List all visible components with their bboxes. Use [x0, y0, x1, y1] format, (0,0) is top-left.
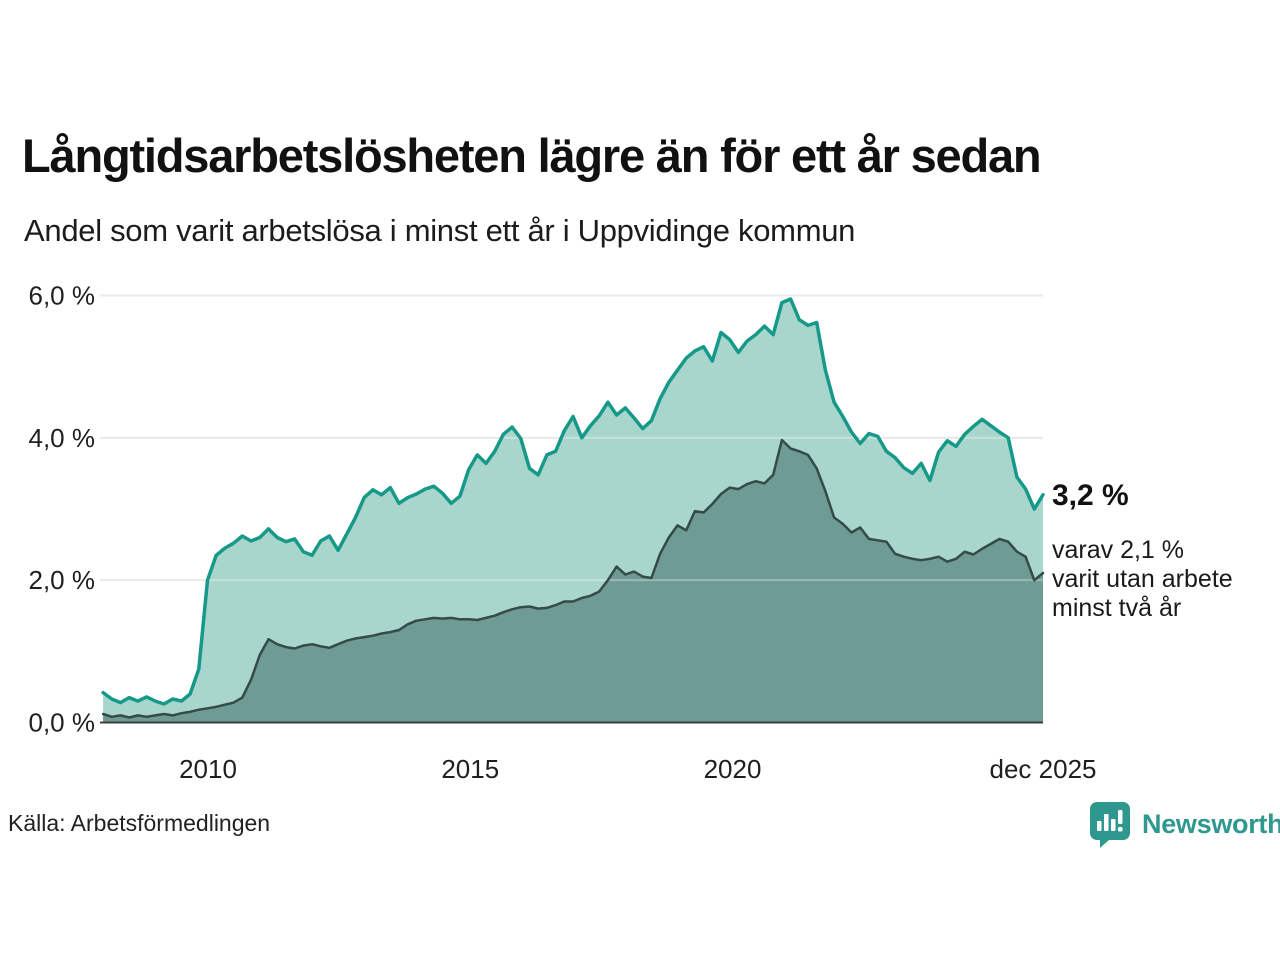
latest-value-annotation: 3,2 % [1052, 479, 1129, 512]
newsworthy-bubble-chart-icon [1090, 802, 1130, 848]
source-caption: Källa: Arbetsförmedlingen [8, 810, 271, 836]
page-title: Långtidsarbetslösheten lägre än för ett … [22, 129, 1042, 182]
series-line-0 [101, 297, 1045, 706]
unemployment-area-chart: 0,0 % 2,0 % 4,0 % 6,0 % 2010 2015 2020 dec 2025 [29, 280, 1097, 780]
series-line-1 [101, 438, 1045, 719]
y-tick-label: 6,0 % [29, 280, 96, 310]
page-subtitle: Andel som varit arbetslösa i minst ett å… [24, 213, 856, 248]
two-year-unemployment-annotation: varav 2,1 % varit utan arbete minst två … [1052, 536, 1233, 622]
x-tick-label: dec 2025 [990, 754, 1097, 780]
x-tick-label: 2015 [441, 754, 499, 780]
y-tick-label: 4,0 % [29, 423, 96, 453]
x-tick-label: 2020 [704, 754, 762, 780]
newsworthy-brand: Newsworthy [1088, 800, 1280, 848]
y-tick-label: 2,0 % [29, 565, 96, 595]
x-tick-label: 2010 [179, 754, 237, 780]
series-area-1 [103, 440, 1044, 723]
y-tick-label: 0,0 % [29, 708, 96, 738]
brand-name: Newsworthy [1142, 809, 1280, 839]
